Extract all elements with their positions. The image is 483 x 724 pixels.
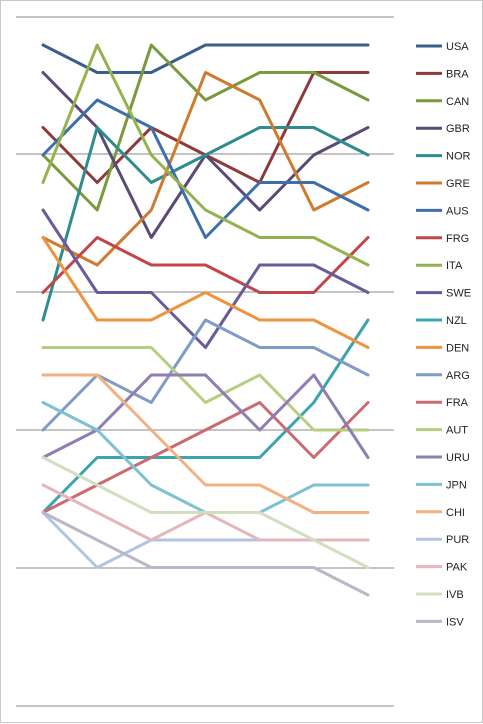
series-lines	[41, 43, 370, 597]
legend-label-isv: ISV	[446, 616, 464, 628]
series-line-nor	[41, 126, 370, 322]
series-line-aut	[41, 346, 370, 432]
series-line-bra	[41, 71, 370, 184]
legend: USA BRA CAN GBR NOR GRE AUS FRG ITA SWE NZL DEN ARG F…	[416, 41, 471, 628]
legend-label-uru: URU	[446, 452, 470, 464]
series-line-swe	[41, 208, 370, 349]
series-line-usa	[41, 43, 370, 74]
legend-label-arg: ARG	[446, 370, 470, 382]
legend-label-gre: GRE	[446, 178, 470, 190]
legend-label-usa: USA	[446, 41, 469, 53]
legend-label-nzl: NZL	[446, 315, 467, 327]
legend-label-frg: FRG	[446, 233, 469, 245]
legend-label-bra: BRA	[446, 68, 469, 80]
legend-label-fra: FRA	[446, 397, 469, 409]
series-line-uru	[41, 373, 370, 459]
legend-label-pur: PUR	[446, 534, 469, 546]
legend-label-swe: SWE	[446, 288, 471, 300]
series-line-nzl	[41, 318, 370, 514]
gridlines	[16, 16, 394, 707]
legend-label-gbr: GBR	[446, 123, 470, 135]
series-line-ita	[41, 43, 370, 267]
legend-label-jpn: JPN	[446, 479, 467, 491]
legend-label-ivb: IVB	[446, 589, 464, 601]
legend-label-nor: NOR	[446, 151, 471, 163]
series-line-gre	[41, 71, 370, 267]
legend-label-ita: ITA	[446, 260, 463, 272]
legend-label-aus: AUS	[446, 205, 469, 217]
series-line-aus	[41, 98, 370, 239]
series-line-ivb	[41, 456, 370, 569]
legend-label-can: CAN	[446, 96, 469, 108]
legend-label-chi: CHI	[446, 507, 465, 519]
series-line-den	[41, 236, 370, 349]
series-line-chi	[41, 373, 370, 514]
series-line-isv	[41, 511, 370, 597]
legend-label-pak: PAK	[446, 562, 468, 574]
legend-label-den: DEN	[446, 342, 469, 354]
series-line-frg	[41, 236, 370, 294]
series-line-can	[41, 43, 370, 212]
legend-label-aut: AUT	[446, 425, 468, 437]
